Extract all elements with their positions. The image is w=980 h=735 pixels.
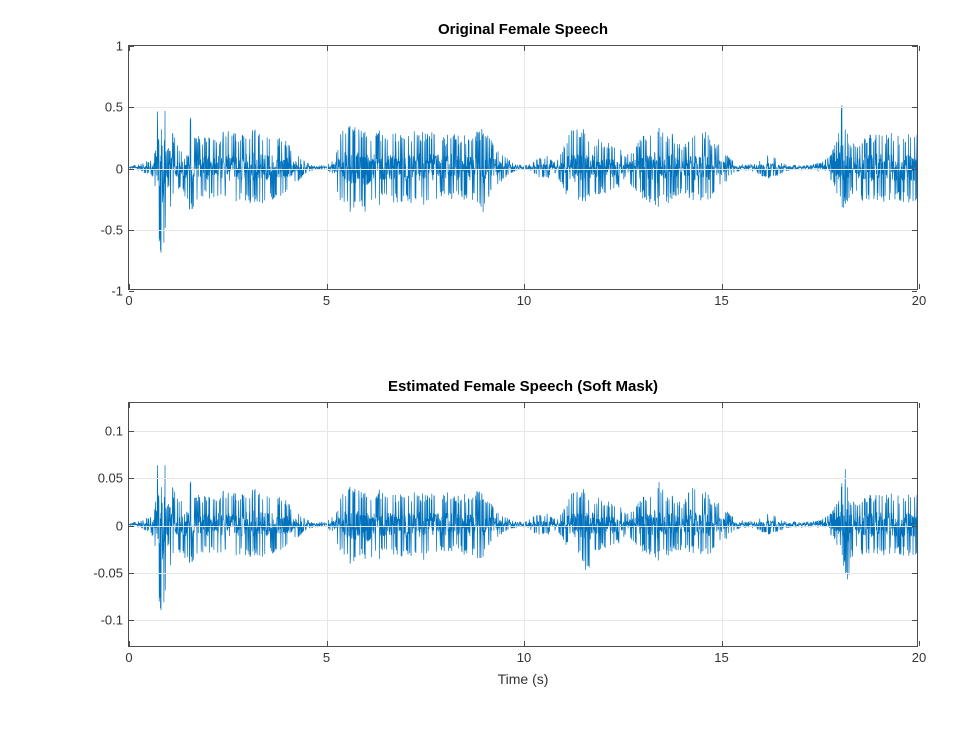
grid-line bbox=[129, 573, 917, 574]
xtick-mark bbox=[524, 403, 525, 408]
xtick-mark bbox=[129, 403, 130, 408]
xtick-label: 15 bbox=[714, 293, 728, 308]
ytick-mark bbox=[912, 478, 917, 479]
grid-line bbox=[722, 403, 723, 646]
grid-line bbox=[129, 230, 917, 231]
ytick-mark bbox=[912, 291, 917, 292]
ytick-mark bbox=[129, 291, 134, 292]
grid-line bbox=[524, 403, 525, 646]
subplot2-waveform bbox=[129, 403, 917, 646]
ytick-mark bbox=[129, 478, 134, 479]
xtick-mark bbox=[327, 46, 328, 51]
ytick-mark bbox=[912, 526, 917, 527]
subplot1-title: Original Female Speech bbox=[128, 21, 918, 38]
xtick-mark bbox=[919, 46, 920, 51]
ytick-mark bbox=[912, 431, 917, 432]
xtick-mark bbox=[722, 403, 723, 408]
ytick-mark bbox=[912, 169, 917, 170]
ytick-mark bbox=[912, 230, 917, 231]
ytick-mark bbox=[912, 620, 917, 621]
subplot1-plot-area: -1-0.500.5105101520 bbox=[128, 45, 918, 290]
grid-line bbox=[129, 620, 917, 621]
ytick-label: 0 bbox=[116, 518, 123, 533]
xtick-label: 15 bbox=[714, 650, 728, 665]
xtick-label: 20 bbox=[912, 650, 926, 665]
grid-line bbox=[327, 403, 328, 646]
ytick-mark bbox=[129, 230, 134, 231]
grid-line bbox=[524, 46, 525, 289]
xtick-mark bbox=[129, 46, 130, 51]
ytick-label: 0.1 bbox=[105, 424, 123, 439]
xtick-mark bbox=[327, 641, 328, 646]
xtick-label: 10 bbox=[517, 650, 531, 665]
xtick-label: 20 bbox=[912, 293, 926, 308]
xtick-mark bbox=[919, 403, 920, 408]
grid-line bbox=[129, 478, 917, 479]
xtick-mark bbox=[327, 284, 328, 289]
ytick-label: 0 bbox=[116, 161, 123, 176]
ytick-label: 1 bbox=[116, 39, 123, 54]
ytick-mark bbox=[912, 46, 917, 47]
ytick-label: 0.05 bbox=[98, 471, 123, 486]
xtick-mark bbox=[722, 641, 723, 646]
xtick-mark bbox=[129, 284, 130, 289]
ytick-mark bbox=[129, 431, 134, 432]
xtick-mark bbox=[524, 46, 525, 51]
xtick-mark bbox=[722, 46, 723, 51]
subplot2-plot-area: -0.1-0.0500.050.105101520 bbox=[128, 402, 918, 647]
xtick-label: 0 bbox=[125, 293, 132, 308]
ytick-mark bbox=[129, 526, 134, 527]
ytick-mark bbox=[129, 169, 134, 170]
figure: Original Female Speech -1-0.500.51051015… bbox=[0, 0, 980, 735]
xtick-mark bbox=[919, 641, 920, 646]
ytick-label: -1 bbox=[111, 284, 123, 299]
grid-line bbox=[327, 46, 328, 289]
grid-line bbox=[722, 46, 723, 289]
ytick-mark bbox=[129, 107, 134, 108]
xtick-mark bbox=[524, 284, 525, 289]
subplot2-title: Estimated Female Speech (Soft Mask) bbox=[128, 378, 918, 395]
waveform-line bbox=[129, 465, 917, 610]
ytick-label: -0.05 bbox=[93, 565, 123, 580]
grid-line bbox=[129, 107, 917, 108]
ytick-label: -0.5 bbox=[101, 222, 123, 237]
ytick-label: -0.1 bbox=[101, 612, 123, 627]
ytick-mark bbox=[912, 573, 917, 574]
subplot2-xlabel: Time (s) bbox=[128, 671, 918, 687]
xtick-mark bbox=[524, 641, 525, 646]
xtick-label: 5 bbox=[323, 293, 330, 308]
xtick-mark bbox=[919, 284, 920, 289]
xtick-label: 5 bbox=[323, 650, 330, 665]
xtick-mark bbox=[722, 284, 723, 289]
ytick-label: 0.5 bbox=[105, 100, 123, 115]
xtick-label: 10 bbox=[517, 293, 531, 308]
ytick-mark bbox=[129, 573, 134, 574]
subplot1-waveform bbox=[129, 46, 917, 289]
grid-line bbox=[129, 169, 917, 170]
grid-line bbox=[129, 526, 917, 527]
xtick-label: 0 bbox=[125, 650, 132, 665]
ytick-mark bbox=[912, 107, 917, 108]
xtick-mark bbox=[129, 641, 130, 646]
ytick-mark bbox=[129, 620, 134, 621]
xtick-mark bbox=[327, 403, 328, 408]
grid-line bbox=[129, 431, 917, 432]
